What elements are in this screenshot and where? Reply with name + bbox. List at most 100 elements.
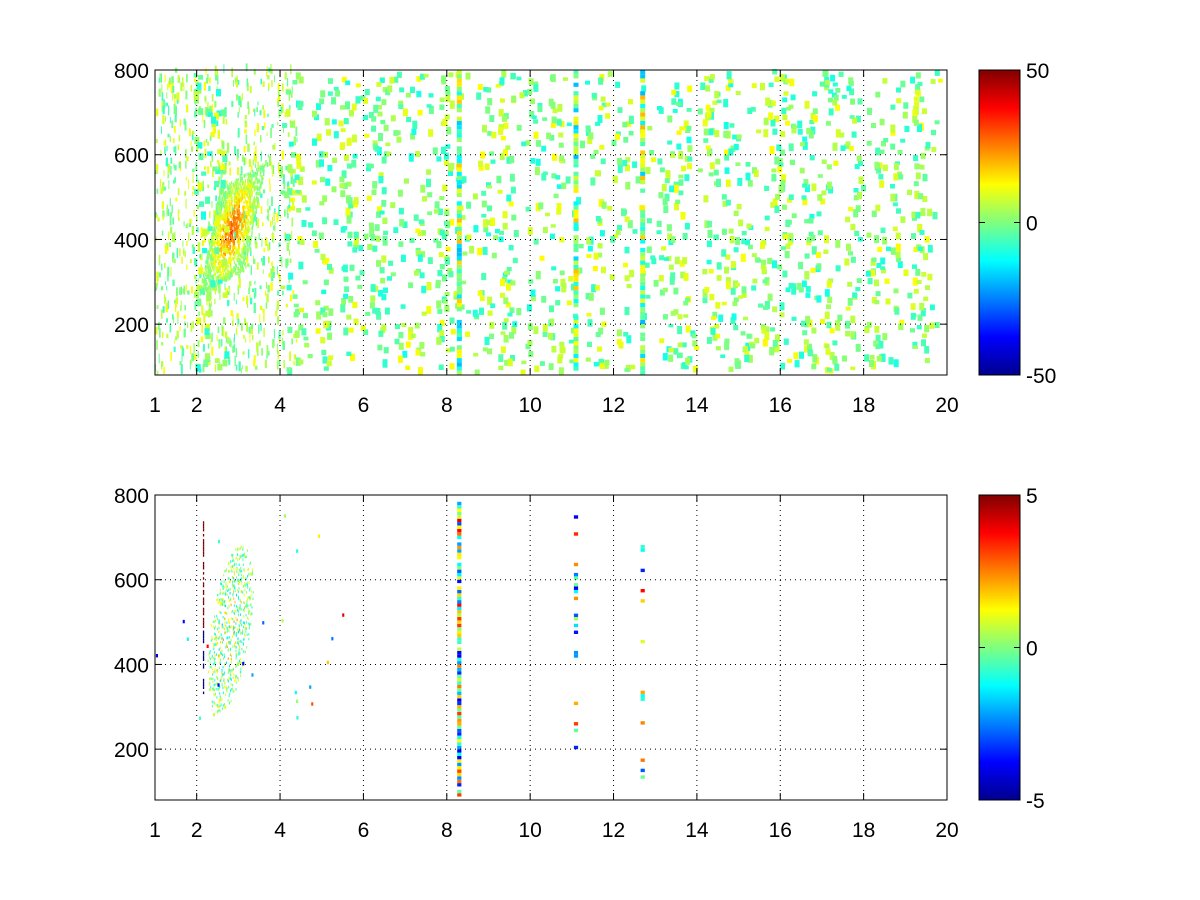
heatmap-cell	[457, 705, 462, 709]
heatmap-cell	[227, 606, 229, 610]
heatmap-cell	[223, 197, 225, 201]
heatmap-cell	[396, 71, 402, 78]
heatmap-cell	[640, 281, 646, 286]
heatmap-cell	[215, 241, 217, 245]
heatmap-cell	[231, 67, 233, 78]
heatmap-cell	[456, 125, 462, 130]
heatmap-cell	[768, 82, 774, 87]
heatmap-cell	[192, 168, 195, 173]
heatmap-cell	[241, 261, 243, 266]
heatmap-cell	[808, 217, 814, 224]
heatmap-cell	[767, 293, 773, 301]
heatmap-cell	[301, 220, 307, 227]
heatmap-cell	[218, 342, 221, 349]
heatmap-cell	[236, 313, 238, 320]
heatmap-cell	[246, 602, 248, 605]
heatmap-cell	[225, 581, 227, 585]
heatmap-cell	[398, 104, 404, 109]
heatmap-cell	[235, 179, 237, 183]
heatmap-cell	[491, 252, 497, 259]
heatmap-cell	[850, 256, 856, 263]
heatmap-cell	[246, 231, 249, 239]
heatmap-cell	[573, 532, 579, 536]
heatmap-cell	[832, 340, 838, 346]
heatmap-cell	[192, 131, 195, 135]
heatmap-cell	[640, 108, 646, 113]
heatmap-cell	[238, 643, 239, 646]
heatmap-cell	[211, 120, 217, 128]
heatmap-cell	[713, 234, 719, 240]
heatmap-cell	[241, 640, 243, 643]
heatmap-cell	[390, 115, 396, 122]
heatmap-cell	[770, 119, 776, 127]
heatmap-cell	[209, 303, 211, 313]
heatmap-cell	[161, 201, 164, 209]
heatmap-cell	[228, 668, 229, 672]
heatmap-cell	[879, 149, 885, 154]
heatmap-cell	[235, 616, 237, 620]
heatmap-cell	[599, 230, 605, 237]
heatmap-cell	[255, 208, 257, 212]
heatmap-cell	[825, 348, 831, 355]
heatmap-cell	[233, 559, 235, 562]
heatmap-cell	[229, 677, 231, 680]
heatmap-cell	[764, 332, 770, 341]
heatmap-cell	[212, 247, 214, 252]
heatmap-cell	[457, 664, 462, 668]
heatmap-cell	[588, 132, 594, 140]
heatmap-cell	[227, 193, 229, 198]
heatmap-cell	[419, 272, 425, 279]
heatmap-cell	[236, 632, 237, 635]
heatmap-cell	[538, 202, 544, 210]
heatmap-cell	[685, 325, 691, 333]
heatmap-cell	[441, 146, 446, 154]
heatmap-cell	[256, 123, 260, 133]
heatmap-cell	[573, 70, 579, 75]
heatmap-cell	[220, 202, 223, 206]
heatmap-cell	[609, 274, 615, 280]
heatmap-cell	[218, 277, 220, 281]
heatmap-cell	[184, 121, 187, 131]
heatmap-cell	[243, 210, 246, 221]
heatmap-cell	[705, 85, 711, 92]
heatmap-cell	[222, 187, 224, 191]
heatmap-cell	[232, 585, 234, 588]
heatmap-cell	[155, 326, 158, 335]
heatmap-cell	[272, 144, 275, 150]
heatmap-cell	[276, 345, 278, 351]
heatmap-cell	[266, 351, 268, 359]
heatmap-cell	[393, 130, 399, 136]
heatmap-cell	[506, 266, 512, 272]
heatmap-cell	[416, 90, 422, 98]
heatmap-cell	[232, 690, 234, 693]
heatmap-cell	[230, 700, 232, 703]
heatmap-cell	[457, 610, 462, 614]
heatmap-cell	[176, 248, 179, 258]
heatmap-cell	[157, 217, 160, 222]
heatmap-cell	[249, 190, 251, 194]
heatmap-cell	[456, 146, 462, 151]
heatmap-cell	[243, 625, 244, 629]
heatmap-cell	[457, 545, 462, 550]
heatmap-cell	[238, 211, 240, 216]
heatmap-cell	[231, 212, 234, 216]
heatmap-cell	[255, 192, 257, 196]
heatmap-cell	[925, 141, 931, 149]
heatmap-cell	[287, 181, 289, 187]
heatmap-cell	[785, 287, 791, 293]
heatmap-cell	[232, 257, 235, 261]
heatmap-cell	[761, 259, 767, 266]
heatmap-cell	[461, 280, 466, 285]
heatmap-cell	[447, 267, 453, 275]
heatmap-cell	[171, 314, 174, 320]
heatmap-cell	[910, 328, 915, 333]
heatmap-cell	[186, 637, 189, 641]
heatmap-cell	[445, 144, 451, 149]
heatmap-cell	[433, 238, 439, 243]
heatmap-cell	[257, 202, 260, 209]
heatmap-cell	[521, 141, 527, 147]
heatmap-cell	[292, 200, 294, 204]
heatmap-cell	[345, 80, 351, 86]
heatmap-cell	[528, 351, 534, 358]
heatmap-cell	[284, 209, 286, 217]
